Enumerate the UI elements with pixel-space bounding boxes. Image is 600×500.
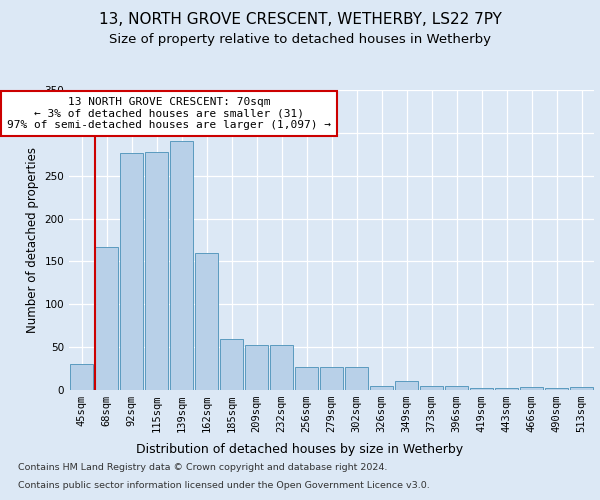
Bar xyxy=(320,367,343,390)
Text: Contains public sector information licensed under the Open Government Licence v3: Contains public sector information licen… xyxy=(18,481,430,490)
Bar xyxy=(195,253,218,390)
Y-axis label: Number of detached properties: Number of detached properties xyxy=(26,147,39,333)
Bar xyxy=(445,386,468,390)
Bar xyxy=(470,388,493,390)
Bar xyxy=(170,142,193,390)
Bar xyxy=(220,340,243,390)
Text: Distribution of detached houses by size in Wetherby: Distribution of detached houses by size … xyxy=(136,442,464,456)
Bar xyxy=(545,388,568,390)
Bar xyxy=(270,344,293,390)
Text: Contains HM Land Registry data © Crown copyright and database right 2024.: Contains HM Land Registry data © Crown c… xyxy=(18,464,388,472)
Bar xyxy=(145,152,168,390)
Bar xyxy=(245,344,268,390)
Bar xyxy=(395,380,418,390)
Bar xyxy=(95,247,118,390)
Text: Size of property relative to detached houses in Wetherby: Size of property relative to detached ho… xyxy=(109,32,491,46)
Bar xyxy=(120,152,143,390)
Bar xyxy=(570,386,593,390)
Bar xyxy=(370,386,393,390)
Bar xyxy=(520,386,543,390)
Bar xyxy=(345,367,368,390)
Bar xyxy=(295,367,318,390)
Text: 13 NORTH GROVE CRESCENT: 70sqm
← 3% of detached houses are smaller (31)
97% of s: 13 NORTH GROVE CRESCENT: 70sqm ← 3% of d… xyxy=(7,97,331,130)
Bar xyxy=(420,386,443,390)
Bar xyxy=(70,364,93,390)
Text: 13, NORTH GROVE CRESCENT, WETHERBY, LS22 7PY: 13, NORTH GROVE CRESCENT, WETHERBY, LS22… xyxy=(98,12,502,28)
Bar xyxy=(495,388,518,390)
